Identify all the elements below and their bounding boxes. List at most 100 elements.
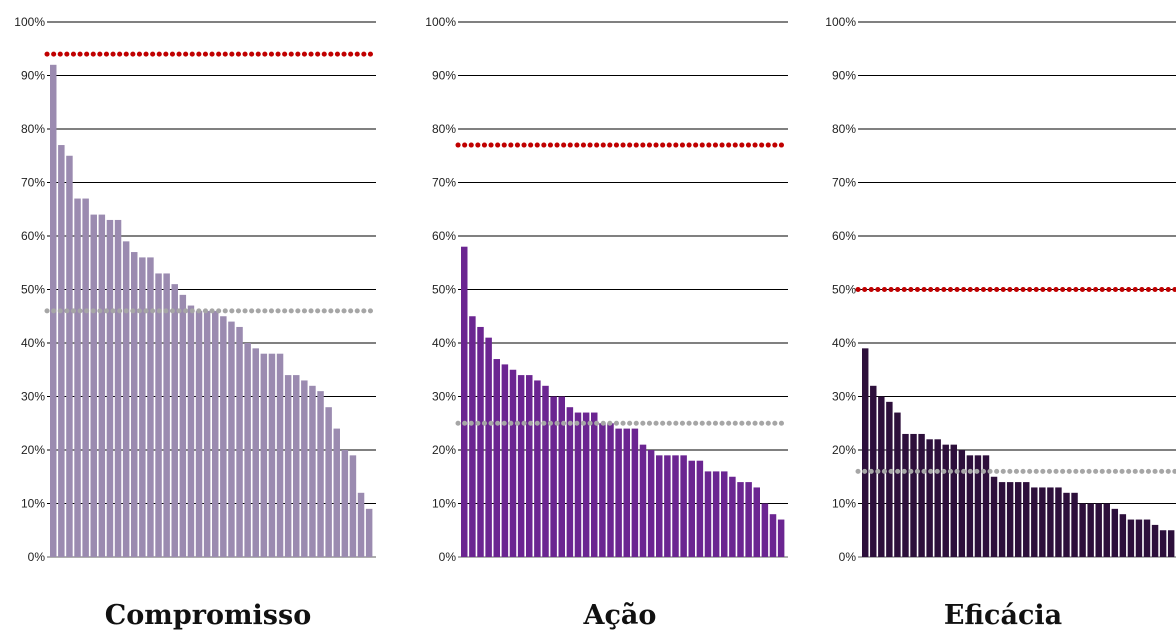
bar-acao	[461, 246, 468, 557]
bar-acao	[550, 396, 557, 557]
y-tick-label: 30%	[832, 390, 856, 404]
bar-acao	[526, 375, 533, 557]
panel-acao: 0% 10% 20% 30% 40% 50% 60% 70% 80% 90% 100% Ação	[425, 15, 791, 631]
panel-title-compromisso: Compromisso	[105, 600, 311, 631]
bar-eficacia	[1055, 487, 1062, 557]
bar-compromisso	[203, 310, 211, 557]
bar-compromisso	[349, 455, 357, 557]
bar-acao	[672, 455, 679, 557]
bar-acao	[591, 412, 598, 557]
bar-acao	[509, 369, 517, 557]
bar-acao	[721, 471, 728, 557]
panel-compromisso: 0% 10% 20% 30% 40% 50% 60% 70% 80% 90% 100% Comprom…	[14, 15, 379, 631]
bar-compromisso	[122, 241, 130, 557]
bar-eficacia	[1006, 482, 1014, 557]
bar-eficacia	[998, 482, 1006, 557]
bar-compromisso	[106, 219, 114, 557]
bar-compromisso	[284, 375, 292, 557]
panel-eficacia: 0% 10% 20% 30% 40% 50% 60% 70% 80% 90% 100% Eficáci…	[825, 15, 1176, 631]
bar-eficacia	[902, 433, 909, 557]
bar-compromisso	[293, 375, 300, 557]
y-tick-label: 0%	[28, 550, 46, 564]
y-tick-label: 100%	[14, 15, 45, 29]
y-tick-label: 40%	[832, 336, 856, 350]
bar-eficacia	[974, 455, 982, 557]
bar-acao	[517, 375, 525, 557]
y-tick-label: 70%	[832, 176, 856, 190]
y-tick-label: 70%	[432, 176, 456, 190]
bar-eficacia	[990, 476, 998, 557]
bar-compromisso	[309, 385, 316, 557]
bar-eficacia	[894, 412, 901, 557]
y-tick-label: 50%	[21, 283, 45, 297]
bar-acao	[745, 482, 752, 557]
bar-compromisso	[268, 353, 276, 557]
bar-acao	[485, 337, 492, 557]
bar-acao	[777, 519, 785, 557]
bar-eficacia	[982, 455, 990, 557]
bar-acao	[607, 423, 614, 557]
bar-eficacia	[1079, 503, 1086, 557]
bar-eficacia	[1151, 524, 1159, 557]
bar-compromisso	[171, 284, 178, 557]
bar-acao	[582, 412, 590, 557]
y-tick-label: 90%	[832, 69, 856, 83]
y-tick-label: 10%	[432, 497, 456, 511]
bar-acao	[574, 412, 582, 557]
bar-compromisso	[333, 428, 340, 557]
bar-compromisso	[82, 198, 89, 558]
bar-compromisso	[179, 294, 187, 557]
y-tick-label: 60%	[832, 229, 856, 243]
bar-acao	[631, 428, 639, 557]
bar-compromisso	[341, 450, 349, 557]
bar-acao	[761, 503, 769, 557]
bar-compromisso	[98, 214, 106, 557]
bar-acao	[623, 428, 630, 557]
bar-compromisso	[357, 492, 365, 557]
y-tick-label: 80%	[21, 122, 45, 136]
bar-eficacia	[1103, 503, 1110, 557]
bar-acao	[615, 428, 622, 557]
bar-acao	[769, 514, 777, 557]
bar-eficacia	[1039, 487, 1046, 557]
y-tick-label: 10%	[21, 497, 45, 511]
bar-acao	[599, 423, 606, 557]
bar-compromisso	[195, 310, 203, 557]
bar-acao	[558, 396, 565, 557]
y-tick-label: 60%	[21, 229, 45, 243]
y-tick-label: 50%	[432, 283, 456, 297]
bar-eficacia	[1071, 492, 1078, 557]
bar-eficacia	[918, 433, 925, 557]
y-tick-label: 100%	[825, 15, 856, 29]
bar-compromisso	[212, 310, 219, 557]
bar-acao	[704, 471, 712, 557]
bar-acao	[477, 326, 484, 557]
bar-eficacia	[942, 444, 949, 557]
y-tick-label: 70%	[21, 176, 45, 190]
bar-eficacia	[958, 450, 966, 557]
bar-compromisso	[260, 353, 268, 557]
bar-compromisso	[74, 198, 81, 558]
bar-acao	[639, 444, 647, 557]
bar-compromisso	[252, 348, 259, 557]
bar-compromisso	[58, 145, 65, 558]
bar-eficacia	[878, 396, 885, 557]
y-tick-label: 100%	[425, 15, 456, 29]
bar-compromisso	[236, 326, 243, 557]
bar-acao	[680, 455, 687, 557]
bar-compromisso	[139, 257, 146, 557]
bar-acao	[647, 450, 655, 557]
panel-title-eficacia: Eficácia	[944, 600, 1062, 631]
bar-compromisso	[228, 321, 235, 557]
y-tick-label: 40%	[432, 336, 456, 350]
bar-acao	[534, 380, 541, 557]
y-tick-label: 40%	[21, 336, 45, 350]
bar-compromisso	[66, 155, 73, 557]
bar-eficacia	[1167, 530, 1175, 557]
bar-eficacia	[1063, 492, 1070, 557]
bar-eficacia	[1119, 514, 1127, 557]
bar-compromisso	[276, 353, 284, 557]
bar-acao	[501, 364, 509, 557]
y-tick-label: 30%	[432, 390, 456, 404]
